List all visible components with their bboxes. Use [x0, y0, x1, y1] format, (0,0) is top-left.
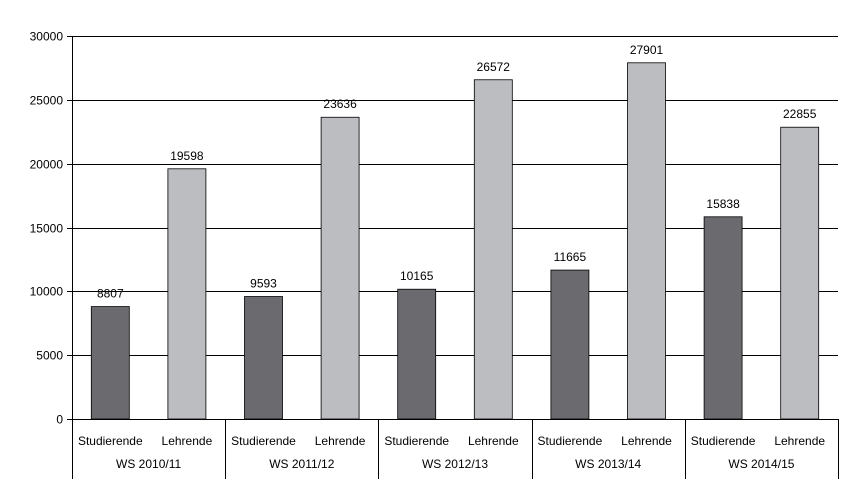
y-tick-label: 10000	[30, 285, 64, 299]
y-tick-label: 5000	[36, 349, 63, 363]
x-group-label: WS 2010/11	[116, 457, 181, 471]
data-label: 19598	[170, 149, 204, 163]
x-group-label: WS 2014/15	[728, 457, 794, 471]
data-label: 26572	[477, 60, 511, 74]
x-axis-group-labels: WS 2010/11 WS 2011/12 WS 2012/13 WS 2013/14…	[116, 457, 795, 471]
data-label: 23636	[323, 97, 357, 111]
y-tick-label: 0	[56, 413, 63, 427]
x-category-label: Studierende	[231, 434, 296, 448]
bar-studierende-2	[244, 296, 283, 420]
x-category-label: Studierende	[78, 434, 143, 448]
data-label: 22855	[783, 107, 817, 121]
x-category-label: Lehrende	[162, 434, 213, 448]
x-category-label: Lehrende	[468, 434, 519, 448]
data-label: 11665	[554, 250, 587, 264]
y-tick-label: 15000	[30, 222, 64, 236]
bar-lehrende-2	[320, 116, 360, 420]
x-axis-category-labels: Studierende Lehrende Studierende Lehrende St…	[78, 434, 825, 448]
x-group-label: WS 2013/14	[575, 457, 641, 471]
bar-lehrende-4	[627, 62, 666, 420]
data-label: 8807	[97, 287, 124, 301]
bar-studierende-1	[90, 306, 130, 420]
bar-studierende-3	[397, 288, 437, 420]
y-tick-label: 20000	[30, 158, 64, 172]
bar-lehrende-5	[780, 126, 820, 420]
x-category-label: Studierende	[384, 434, 449, 448]
x-category-label: Lehrende	[315, 434, 366, 448]
data-label: 10165	[400, 269, 434, 283]
bar-studierende-4	[550, 269, 590, 420]
bar-lehrende-1	[167, 168, 207, 420]
x-group-label: WS 2011/12	[269, 457, 334, 471]
data-label: 9593	[250, 277, 277, 291]
data-label: 27901	[630, 43, 664, 57]
y-tick-label: 25000	[30, 94, 64, 108]
y-tick-label: 30000	[30, 30, 64, 44]
x-category-label: Lehrende	[621, 434, 672, 448]
data-labels: 8807 19598 9593 23636 10165 26572 11665 27901 15…	[97, 43, 817, 301]
x-group-label: WS 2012/13	[422, 457, 488, 471]
x-category-label: Lehrende	[774, 434, 825, 448]
data-label: 15838	[706, 197, 740, 211]
x-category-label: Studierende	[538, 434, 603, 448]
bar-lehrende-3	[473, 79, 513, 420]
y-axis-tick-labels: 0 5000 10000 15000 20000 25000 30000	[30, 30, 72, 427]
bar-studierende-5	[703, 216, 743, 420]
x-category-label: Studierende	[691, 434, 756, 448]
axes	[72, 36, 839, 479]
bars	[90, 62, 820, 420]
